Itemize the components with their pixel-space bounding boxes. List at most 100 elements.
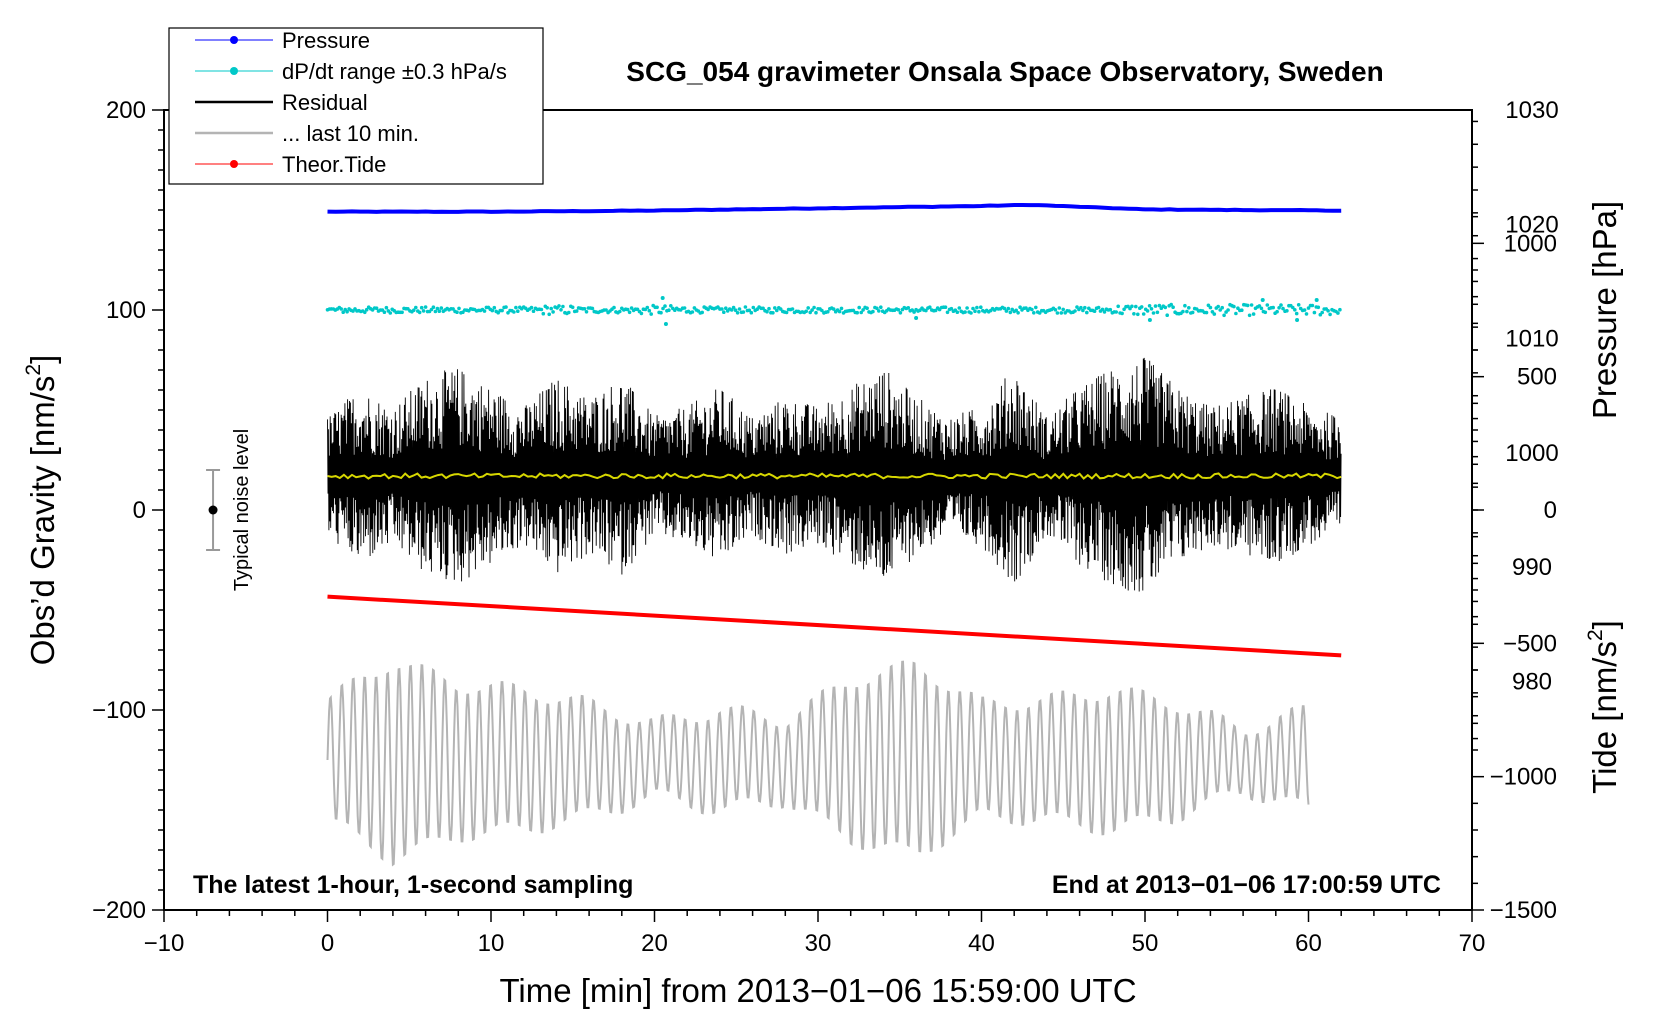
dpdt-point <box>955 310 960 315</box>
dpdt-point <box>500 308 504 313</box>
x-tick-label: 40 <box>968 930 995 957</box>
dpdt-outlier-point <box>914 316 919 320</box>
y-axis-left-label-end: ] <box>24 355 61 364</box>
dpdt-point <box>1326 309 1330 313</box>
dpdt-point <box>826 310 830 314</box>
dpdt-point <box>896 308 901 312</box>
dpdt-point <box>682 306 687 310</box>
dpdt-point <box>567 310 571 315</box>
dpdt-point <box>1030 307 1034 312</box>
dpdt-point <box>957 306 962 310</box>
dpdt-point <box>655 305 659 310</box>
y-tide-tick-label: 0 <box>1544 497 1557 524</box>
legend-label: Residual <box>282 90 368 115</box>
dpdt-point <box>831 307 836 311</box>
dpdt-point <box>1190 310 1195 315</box>
dpdt-point <box>722 310 726 315</box>
dpdt-point <box>549 306 553 311</box>
x-tick-label: 10 <box>478 930 505 957</box>
dpdt-point <box>417 310 422 315</box>
dpdt-point <box>1222 313 1226 318</box>
dpdt-point <box>1263 310 1268 315</box>
ticks-layer: −10 0 10 20 30 40 50 60 70−200−10001002009809901… <box>92 97 1559 957</box>
dpdt-point <box>765 309 769 314</box>
dpdt-series <box>325 296 1342 326</box>
dpdt-point <box>1079 305 1083 310</box>
dpdt-point <box>414 305 418 310</box>
dpdt-point <box>1306 306 1311 310</box>
dpdt-outlier-point <box>1295 318 1300 322</box>
dpdt-point <box>1141 312 1146 316</box>
legend-marker <box>230 36 238 44</box>
dpdt-point <box>364 307 369 312</box>
dpdt-point <box>1004 309 1009 313</box>
dpdt-point <box>1100 307 1105 312</box>
dpdt-point <box>790 307 795 311</box>
legend-marker <box>230 160 238 168</box>
dpdt-point <box>857 305 861 310</box>
dpdt-point <box>924 308 928 313</box>
dpdt-point <box>659 310 663 315</box>
x-tick-label: 30 <box>805 930 832 957</box>
dpdt-point <box>720 307 724 311</box>
dpdt-point <box>1316 305 1321 310</box>
dpdt-point <box>1032 311 1036 315</box>
dpdt-point <box>433 309 438 314</box>
dpdt-point <box>1061 307 1065 312</box>
dpdt-point <box>590 306 595 311</box>
dpdt-point <box>339 307 344 311</box>
dpdt-point <box>977 309 981 314</box>
dpdt-point <box>557 304 561 308</box>
dpdt-point <box>1187 306 1191 310</box>
dpdt-point <box>1163 305 1168 310</box>
dpdt-point <box>584 310 589 314</box>
dpdt-point <box>1304 312 1309 316</box>
dpdt-point <box>806 306 810 310</box>
dpdt-point <box>971 306 975 311</box>
legend-box <box>168 27 544 185</box>
dpdt-point <box>1083 305 1087 310</box>
dpdt-point <box>1338 307 1342 312</box>
dpdt-point <box>541 311 546 316</box>
dpdt-point <box>735 311 740 315</box>
dpdt-point <box>437 309 442 314</box>
dpdt-point <box>963 310 967 314</box>
dpdt-point <box>1271 305 1275 310</box>
dpdt-point <box>561 304 565 309</box>
dpdt-point <box>423 305 428 309</box>
dpdt-point <box>531 309 536 314</box>
dpdt-point <box>1212 312 1217 316</box>
dpdt-point <box>741 310 746 314</box>
y-left-tick-label: 0 <box>133 497 146 524</box>
dpdt-point <box>855 310 859 315</box>
dpdt-point <box>612 305 616 310</box>
y-tide-tick-label: −1000 <box>1490 764 1557 791</box>
dpdt-point <box>1294 311 1299 316</box>
dpdt-point <box>490 308 495 313</box>
dpdt-point <box>504 305 508 309</box>
y-left-tick-label: −100 <box>92 697 146 724</box>
dpdt-point <box>1310 303 1315 308</box>
dpdt-point <box>1006 306 1011 311</box>
legend-label: ... last 10 min. <box>282 121 419 146</box>
y-pressure-tick-label: 1000 <box>1505 440 1558 467</box>
dpdt-point <box>875 306 879 311</box>
dpdt-point <box>1247 313 1252 318</box>
dpdt-point <box>482 309 487 313</box>
dpdt-point <box>1073 309 1077 313</box>
dpdt-point <box>645 305 650 310</box>
dpdt-point <box>382 310 387 315</box>
y-axis-tide-label: Tide [nm/s2] <box>1584 620 1623 794</box>
dpdt-point <box>1234 311 1238 316</box>
legend-label: dP/dt range ±0.3 hPa/s <box>282 59 507 84</box>
x-tick-label: 0 <box>321 930 334 957</box>
dpdt-point <box>1132 312 1136 316</box>
y-axis-pressure-label: Pressure [hPa] <box>1586 201 1623 419</box>
dpdt-point <box>492 305 497 310</box>
dpdt-point <box>1249 303 1254 307</box>
annotation-sampling: The latest 1-hour, 1-second sampling <box>193 871 633 899</box>
dpdt-point <box>861 308 865 312</box>
dpdt-point <box>1122 307 1126 312</box>
y-tide-tick-label: 500 <box>1517 364 1557 391</box>
